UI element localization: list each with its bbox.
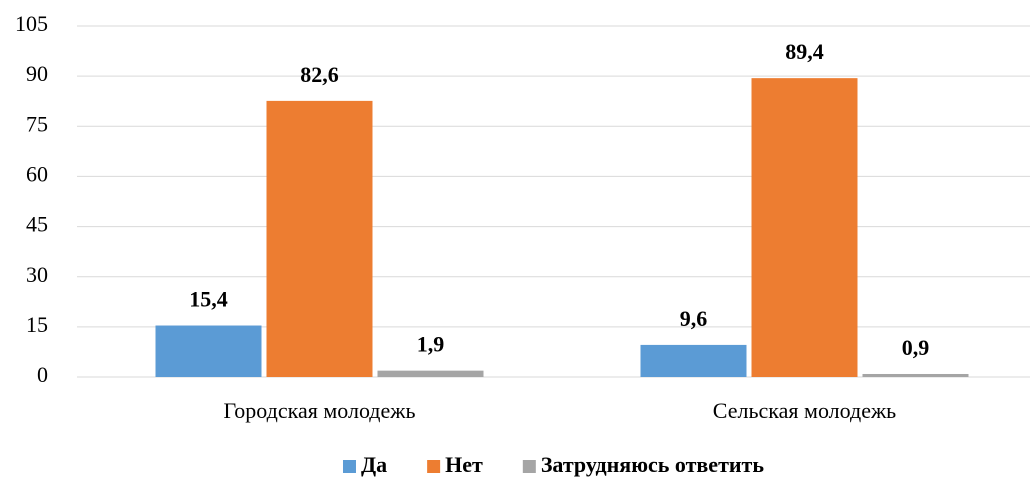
y-tick-label: 75 [26, 111, 48, 136]
data-label: 0,9 [902, 335, 930, 360]
bar [640, 344, 747, 377]
data-label: 82,6 [300, 62, 339, 87]
y-tick-label: 105 [15, 11, 48, 36]
bar [377, 370, 484, 377]
legend-swatch [522, 460, 536, 473]
legend-swatch [427, 460, 441, 473]
x-tick-label: Городская молодежь [223, 398, 415, 423]
y-tick-label: 30 [26, 262, 48, 287]
bar [266, 100, 373, 377]
bar [862, 373, 969, 377]
legend-swatch [342, 460, 356, 473]
y-tick-label: 0 [37, 362, 48, 387]
data-label: 9,6 [680, 306, 708, 331]
y-tick-label: 45 [26, 212, 48, 237]
data-label: 15,4 [189, 287, 228, 312]
y-tick-label: 15 [26, 312, 48, 337]
bar [155, 325, 262, 377]
legend-label: Затрудняюсь ответить [541, 452, 765, 477]
legend-label: Нет [445, 452, 483, 477]
y-tick-label: 60 [26, 161, 48, 186]
x-tick-label: Сельская молодежь [713, 398, 896, 423]
bar [751, 78, 858, 378]
data-label: 1,9 [417, 332, 445, 357]
legend-label: Да [361, 452, 387, 477]
data-label: 89,4 [785, 39, 824, 64]
y-tick-label: 90 [26, 61, 48, 86]
